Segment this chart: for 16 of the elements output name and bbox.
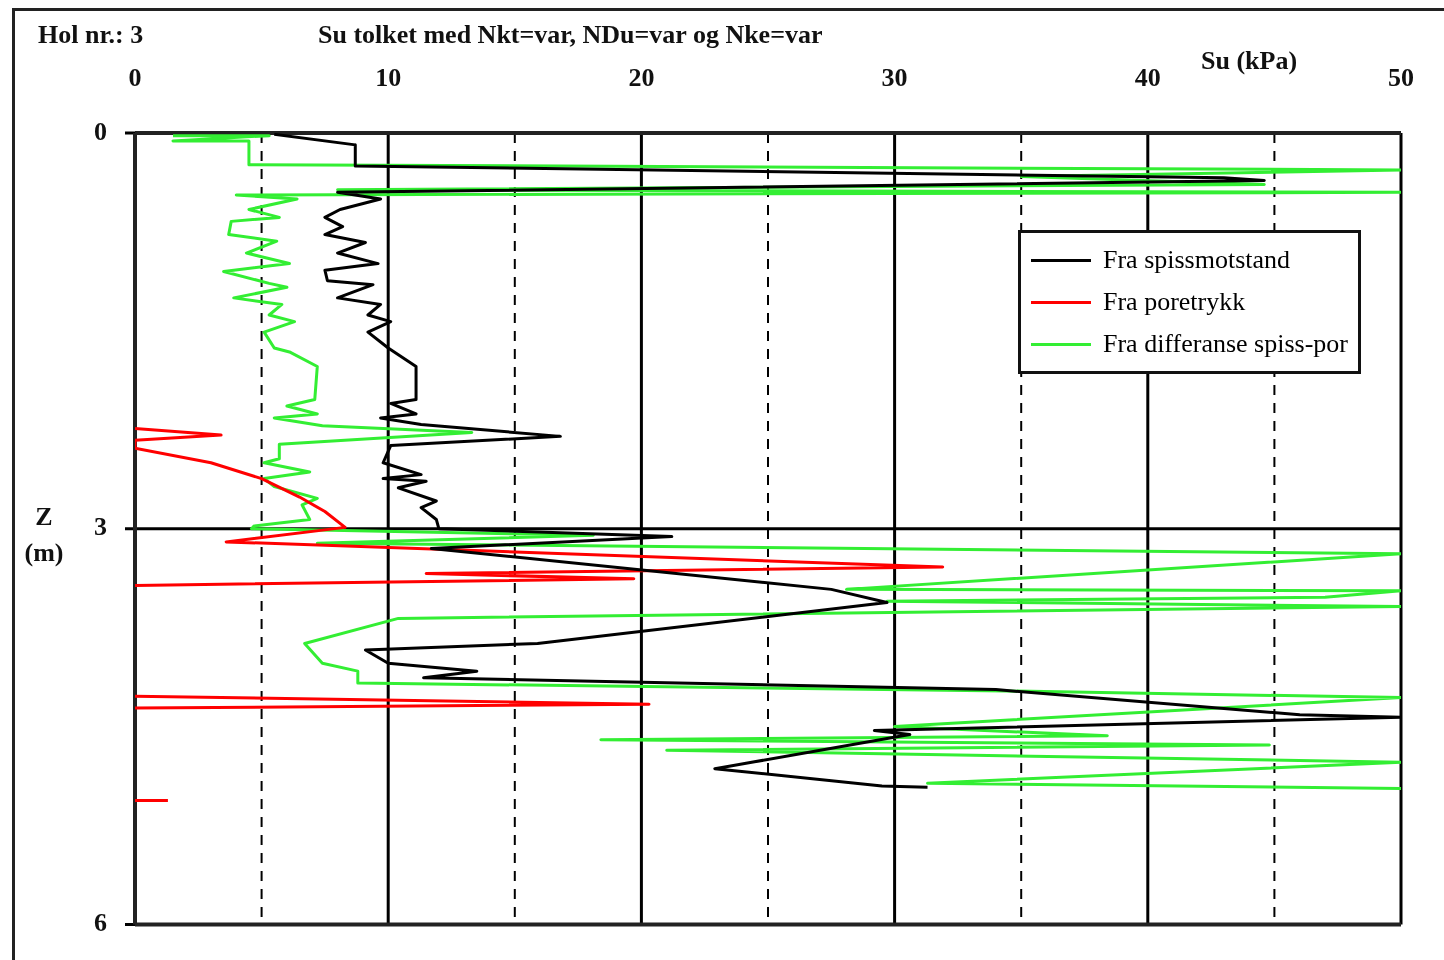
x-tick-label: 50	[1388, 63, 1414, 93]
text: Hol nr.: 3	[38, 20, 144, 50]
x-tick-label: 20	[628, 63, 655, 93]
y-tick-label: 6	[94, 908, 107, 938]
y-axis-title: Z (m)	[23, 500, 65, 569]
x-tick-label: 0	[128, 63, 142, 93]
x-tick-label: 10	[375, 63, 402, 93]
legend-label: Fra spissmotstand	[1102, 245, 1291, 275]
chart-title: Su tolket med Nkt=var, NDu=var og Nke=var	[318, 20, 823, 50]
legend-label: Fra differanse spiss-por	[1102, 329, 1348, 359]
x-axis-title: Su (kPa)	[1201, 46, 1298, 76]
legend-label: Fra poretrykk	[1102, 287, 1246, 317]
x-tick-label: 30	[881, 63, 908, 93]
y-tick-label: 3	[94, 512, 107, 542]
y-tick-label: 0	[94, 116, 107, 146]
x-tick-label: 40	[1134, 63, 1161, 93]
